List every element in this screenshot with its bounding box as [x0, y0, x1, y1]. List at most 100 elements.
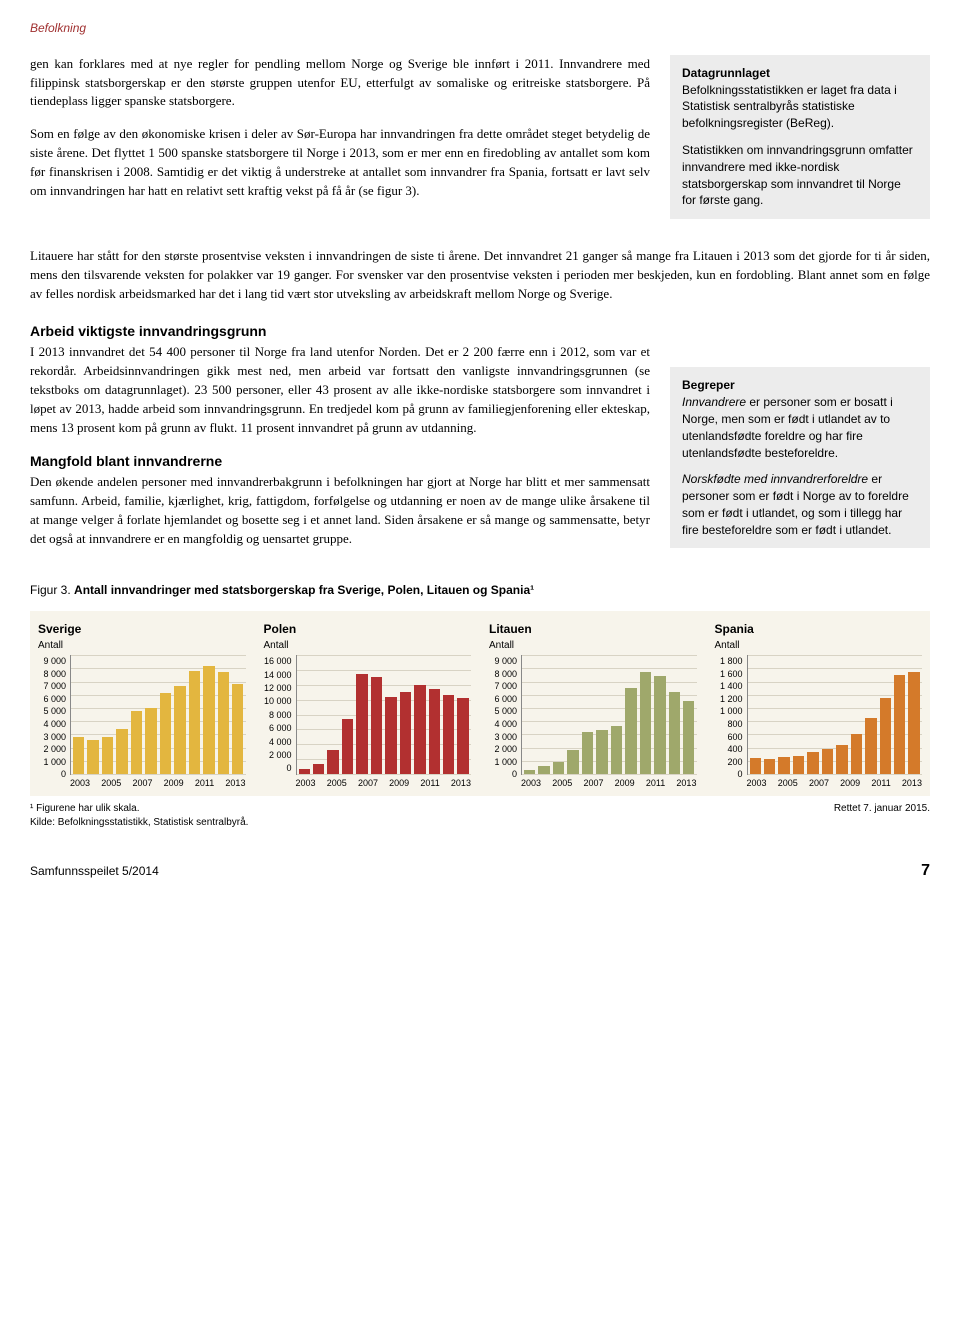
y-tick: 200	[715, 756, 743, 769]
bar	[908, 672, 919, 774]
y-tick: 6 000	[38, 693, 66, 706]
bar	[429, 689, 440, 774]
bar	[174, 686, 185, 775]
chart-y-label: Antall	[38, 639, 246, 653]
chart-title: Polen	[264, 621, 472, 638]
x-tick: 2007	[132, 777, 152, 790]
bar	[145, 708, 156, 774]
x-tick: 2013	[225, 777, 245, 790]
y-tick: 2 000	[489, 743, 517, 756]
y-tick: 0	[715, 768, 743, 781]
x-tick: 2009	[615, 777, 635, 790]
bar	[524, 770, 535, 774]
bar	[189, 671, 200, 774]
x-tick: 2005	[778, 777, 798, 790]
y-tick: 14 000	[264, 669, 292, 682]
y-tick: 8 000	[489, 668, 517, 681]
y-tick: 4 000	[38, 718, 66, 731]
x-tick: 2009	[164, 777, 184, 790]
chart-litauen: LitauenAntall9 0008 0007 0006 0005 0004 …	[489, 621, 697, 789]
bar	[87, 740, 98, 774]
plot-area	[521, 655, 697, 775]
sidebar-box-begreper: Begreper Innvandrere er personer som er …	[670, 367, 930, 548]
y-tick: 4 000	[489, 718, 517, 731]
x-tick: 2011	[646, 777, 665, 790]
x-tick: 2009	[840, 777, 860, 790]
bar	[457, 698, 468, 774]
x-tick: 2005	[552, 777, 572, 790]
chart-polen: PolenAntall16 00014 00012 00010 0008 000…	[264, 621, 472, 789]
x-axis: 200320052007200920112013	[747, 777, 923, 790]
x-tick: 2013	[451, 777, 471, 790]
bar	[313, 764, 324, 774]
y-tick: 400	[715, 743, 743, 756]
sidebar-title: Datagrunnlaget	[682, 66, 770, 80]
x-axis: 200320052007200920112013	[521, 777, 697, 790]
bar	[116, 729, 127, 774]
plot-area	[70, 655, 246, 775]
bar	[596, 730, 607, 774]
subheading-arbeid: Arbeid viktigste innvandringsgrunn	[30, 322, 650, 342]
footnote-correction: Rettet 7. januar 2015.	[834, 802, 930, 830]
main-text-column: gen kan forklares med at nye regler for …	[30, 55, 650, 233]
paragraph: Som en følge av den økonomiske krisen i …	[30, 125, 650, 200]
x-tick: 2007	[358, 777, 378, 790]
bar	[73, 737, 84, 774]
sidebar-text: Befolkningsstatistikken er laget fra dat…	[682, 83, 897, 131]
plot-area	[747, 655, 923, 775]
x-tick: 2011	[195, 777, 214, 790]
x-tick: 2013	[902, 777, 922, 790]
bar	[443, 695, 454, 774]
x-tick: 2003	[521, 777, 541, 790]
bar	[160, 693, 171, 774]
bar	[356, 674, 367, 774]
figure-footnotes: ¹ Figurene har ulik skala. Kilde: Befolk…	[30, 802, 248, 830]
y-tick: 10 000	[264, 695, 292, 708]
bar	[567, 750, 578, 774]
y-tick: 5 000	[38, 705, 66, 718]
y-tick: 5 000	[489, 705, 517, 718]
x-tick: 2011	[871, 777, 890, 790]
paragraph: Den økende andelen personer med innvandr…	[30, 473, 650, 548]
bar	[342, 719, 353, 774]
y-tick: 7 000	[489, 680, 517, 693]
bar	[371, 677, 382, 774]
section-label: Befolkning	[30, 20, 930, 37]
y-tick: 1 200	[715, 693, 743, 706]
bar	[793, 756, 804, 774]
bar	[218, 672, 229, 774]
bar	[385, 697, 396, 774]
sidebar-term: Norskfødte med innvandrerforeldre	[682, 472, 868, 486]
y-tick: 2 000	[38, 743, 66, 756]
bar	[654, 676, 665, 774]
bar	[538, 766, 549, 774]
main-text-column-2: Arbeid viktigste innvandringsgrunn I 201…	[30, 318, 650, 563]
x-tick: 2007	[583, 777, 603, 790]
chart-y-label: Antall	[715, 639, 923, 653]
bar	[625, 688, 636, 774]
bar	[327, 750, 338, 775]
y-tick: 0	[38, 768, 66, 781]
bar	[807, 752, 818, 774]
bar	[764, 759, 775, 774]
bar	[851, 734, 862, 774]
bar	[778, 757, 789, 774]
charts-row: SverigeAntall9 0008 0007 0006 0005 0004 …	[30, 611, 930, 795]
x-axis: 200320052007200920112013	[296, 777, 472, 790]
page-footer: Samfunnsspeilet 5/2014 7	[30, 860, 930, 882]
y-tick: 16 000	[264, 655, 292, 668]
y-tick: 9 000	[489, 655, 517, 668]
y-tick: 4 000	[264, 736, 292, 749]
y-tick: 8 000	[38, 668, 66, 681]
bar	[894, 675, 905, 774]
y-tick: 800	[715, 718, 743, 731]
x-axis: 200320052007200920112013	[70, 777, 246, 790]
bar	[836, 745, 847, 774]
y-axis: 16 00014 00012 00010 0008 0006 0004 0002…	[264, 655, 296, 775]
x-tick: 2003	[296, 777, 316, 790]
y-tick: 1 400	[715, 680, 743, 693]
chart-y-label: Antall	[489, 639, 697, 653]
y-axis: 9 0008 0007 0006 0005 0004 0003 0002 000…	[38, 655, 70, 775]
plot-area	[296, 655, 472, 775]
chart-sverige: SverigeAntall9 0008 0007 0006 0005 0004 …	[38, 621, 246, 789]
